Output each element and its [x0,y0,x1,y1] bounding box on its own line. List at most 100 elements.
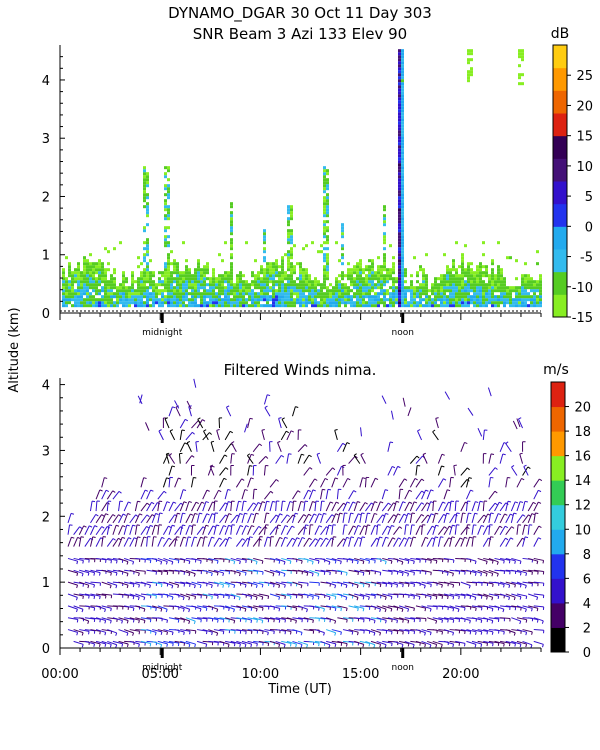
snr-cell [113,271,116,275]
snr-cell [86,295,89,299]
wind-barb-flag [479,500,484,503]
snr-cell [473,280,476,284]
snr-cell [152,292,155,296]
snr-cell [86,292,89,296]
snr-cell [467,277,470,281]
snr-cell [398,187,401,191]
wind-barb [370,581,381,585]
snr-cell [221,289,224,293]
snr-cell [395,295,398,299]
snr-cell [356,262,359,266]
snr-cell [146,286,149,290]
snr-cell [239,283,242,287]
wind-barb [253,557,264,562]
wind-barb [376,524,379,535]
wind-barb [465,489,471,500]
snr-cell [260,304,263,308]
wind-barb [337,581,348,586]
snr-cell [257,286,260,290]
wind-barb [449,605,460,610]
snr-cell [275,295,278,299]
wind-barb-flag [244,489,248,491]
wind-barb [432,617,443,621]
snr-cell [164,172,167,176]
snr-cell [464,289,467,293]
snr-cell [428,289,431,293]
wind-barb [168,617,179,621]
snr-cell [503,286,506,290]
snr-cell [368,295,371,299]
wind-barb [137,395,143,405]
snr-cell [437,295,440,299]
snr-cell [275,304,278,308]
snr-cell [131,292,134,296]
snr-cell [287,211,290,215]
wind-barb [516,524,519,535]
snr-cell [266,289,269,293]
snr-cell [170,304,173,308]
snr-cell [242,286,245,290]
snr-cell [80,301,83,305]
snr-cell [281,271,284,275]
snr-cell [290,253,293,257]
snr-cell [479,262,482,266]
wind-barb [140,514,148,524]
snr-cell [275,262,278,266]
snr-cell [95,301,98,305]
snr-cell [371,274,374,278]
wind-barb-flag [267,595,270,599]
snr-ytick-label: 2 [42,190,50,205]
wind-colorbar-label: 6 [583,572,591,587]
snr-cell [107,250,110,254]
snr-cell [197,304,200,308]
snr-cell [302,283,305,287]
snr-cell [401,139,404,143]
snr-cell [398,208,401,212]
snr-cell [245,280,248,284]
wind-barb [415,478,422,488]
snr-cell [134,292,137,296]
wind-barb [404,501,410,512]
wind-barb-flag [525,632,528,636]
snr-cell [146,244,149,248]
wind-barb-flag [255,584,258,588]
wind-barb-flag [278,572,281,576]
snr-cell [431,298,434,302]
winds-xtick-label: 10:00 [242,667,279,682]
snr-cell [386,271,389,275]
wind-barb [235,525,241,535]
snr-cell [263,268,266,272]
wind-barb [264,491,272,500]
wind-barb [393,581,404,585]
snr-cell [137,265,140,269]
wind-barb-flag [328,561,331,565]
snr-cell [290,283,293,287]
snr-cell [497,274,500,278]
wind-barb [225,629,236,632]
wind-barb-flag [251,525,255,528]
snr-cell [272,274,275,278]
wind-barb [157,617,168,621]
wind-barb [309,640,320,644]
wind-barb-flag [514,501,519,504]
snr-cell [323,295,326,299]
wind-barb [320,537,327,547]
wind-barb [331,629,342,633]
snr-cell [446,295,449,299]
snr-cell [272,295,275,299]
snr-cell [383,268,386,272]
snr-cell [446,265,449,269]
snr-cell [443,277,446,281]
snr-cell [398,193,401,197]
snr-cell [335,283,338,287]
snr-cell [275,280,278,284]
snr-cell [146,178,149,182]
wind-barb [241,640,252,645]
snr-cell [455,301,458,305]
wind-barb [314,569,325,573]
wind-barb [505,640,516,645]
snr-cell [260,292,263,296]
snr-cell [458,289,461,293]
snr-cell [80,289,83,293]
wind-barb [146,514,153,524]
